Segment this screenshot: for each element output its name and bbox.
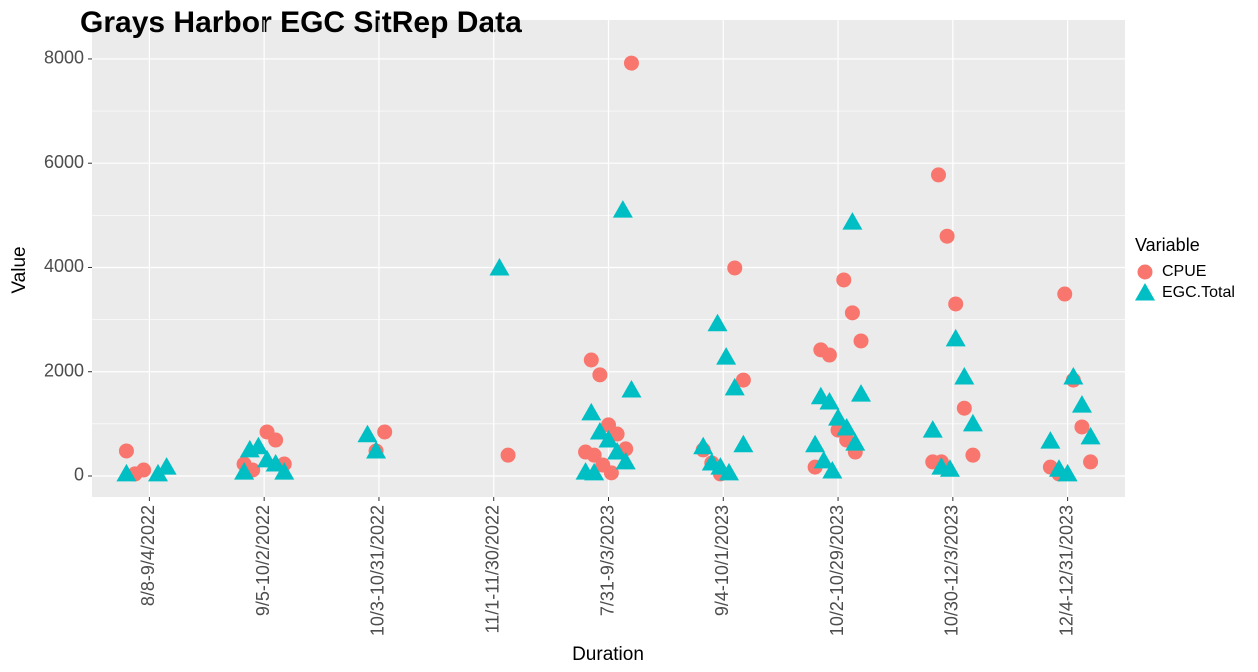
y-tick-label: 0 (74, 465, 84, 485)
data-point (939, 228, 955, 244)
x-tick-label: 10/30-12/3/2023 (942, 505, 962, 636)
data-point (813, 450, 834, 469)
data-point (1080, 426, 1101, 445)
data-point (1071, 395, 1092, 413)
chart-title: Grays Harbor EGC SitRep Data (80, 6, 522, 39)
data-point (265, 454, 286, 472)
data-point (805, 434, 826, 453)
x-tick-label: 10/3-10/31/2022 (368, 505, 388, 636)
x-tick-label: 9/5-10/2/2022 (253, 505, 273, 616)
data-point (719, 462, 740, 481)
data-point (853, 333, 869, 349)
data-point (357, 424, 378, 443)
data-point (592, 367, 608, 383)
data-point (844, 305, 860, 321)
data-point (116, 463, 137, 482)
x-tick-label: 8/8-9/4/2022 (138, 505, 158, 606)
data-point (836, 272, 852, 288)
x-tick-label: 10/2-10/29/2023 (827, 505, 847, 636)
data-point (716, 347, 737, 365)
y-tick-label: 6000 (44, 152, 84, 172)
data-point (693, 436, 714, 455)
data-point (965, 447, 981, 463)
data-point (598, 430, 619, 448)
data-point (1057, 463, 1078, 482)
data-point (268, 432, 284, 448)
legend-key (1135, 283, 1155, 301)
data-point (945, 328, 966, 347)
y-tick-label: 4000 (44, 256, 84, 276)
data-point (948, 296, 964, 312)
x-tick-label: 12/4-12/31/2023 (1056, 505, 1076, 636)
data-point (607, 442, 628, 460)
data-point (819, 391, 840, 410)
data-point (377, 424, 393, 440)
data-point (584, 462, 605, 481)
data-point (500, 447, 516, 463)
x-tick-label: 9/4-10/1/2023 (712, 505, 732, 616)
data-point (962, 413, 983, 432)
data-point (956, 400, 972, 416)
data-point (586, 447, 602, 463)
data-point (489, 257, 510, 276)
data-point (939, 459, 960, 477)
data-point (1063, 366, 1084, 385)
data-point (733, 434, 754, 453)
data-point (707, 313, 728, 332)
data-point (612, 200, 633, 218)
data-point (821, 347, 837, 363)
x-axis-title: Duration (572, 644, 644, 665)
data-point (727, 260, 743, 276)
data-point (1083, 454, 1099, 470)
y-tick-label: 8000 (44, 48, 84, 68)
data-point (136, 462, 152, 478)
legend-label: EGC.Total (1162, 284, 1235, 301)
x-tick-label: 11/1-11/30/2022 (482, 505, 502, 633)
data-point (583, 352, 599, 368)
legend-title: Variable (1135, 235, 1200, 255)
data-point (603, 465, 619, 481)
data-point (234, 462, 255, 480)
data-point (822, 461, 843, 479)
data-point (621, 379, 642, 398)
data-point (609, 426, 625, 442)
data-point (118, 443, 134, 459)
x-tick-label: 7/31-9/3/2023 (597, 505, 617, 616)
data-point (851, 384, 872, 402)
data-point (828, 408, 849, 426)
data-point (836, 418, 857, 436)
data-point (1040, 431, 1061, 449)
data-point (1057, 286, 1073, 302)
data-point (845, 433, 866, 451)
data-point (274, 462, 295, 480)
data-point (842, 212, 863, 230)
data-point (724, 377, 745, 396)
data-point (156, 457, 177, 475)
data-point (954, 366, 975, 385)
data-point (615, 451, 636, 470)
data-point (589, 421, 610, 440)
legend-label: CPUE (1162, 263, 1206, 280)
y-tick-label: 2000 (44, 360, 84, 380)
data-point (1074, 419, 1090, 435)
data-point (922, 420, 943, 438)
data-point (248, 436, 269, 455)
legend-key (1137, 264, 1153, 280)
data-point (623, 55, 639, 71)
y-axis-title: Value (9, 246, 30, 293)
data-point (930, 167, 946, 183)
data-point (735, 372, 751, 388)
data-point (366, 440, 387, 459)
data-point (581, 402, 602, 421)
